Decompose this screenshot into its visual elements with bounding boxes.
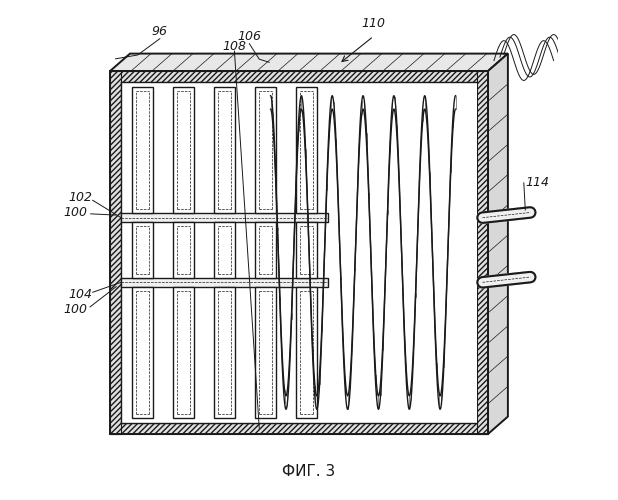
Text: 100: 100 <box>63 206 87 219</box>
Polygon shape <box>132 287 153 418</box>
Text: 106: 106 <box>237 30 261 43</box>
Text: 102: 102 <box>68 192 92 204</box>
Polygon shape <box>121 82 477 423</box>
Text: 108: 108 <box>222 40 247 52</box>
Polygon shape <box>214 287 235 418</box>
Polygon shape <box>121 278 328 287</box>
Polygon shape <box>296 87 316 213</box>
Polygon shape <box>110 71 121 434</box>
Polygon shape <box>110 54 508 71</box>
Polygon shape <box>296 287 316 418</box>
Polygon shape <box>132 222 153 278</box>
Polygon shape <box>214 87 235 213</box>
Text: 110: 110 <box>362 18 386 30</box>
Text: 96: 96 <box>152 24 168 38</box>
Polygon shape <box>477 71 488 434</box>
Polygon shape <box>214 222 235 278</box>
Polygon shape <box>110 71 488 82</box>
Text: 114: 114 <box>525 176 549 190</box>
Polygon shape <box>255 222 276 278</box>
Polygon shape <box>173 222 194 278</box>
Polygon shape <box>173 287 194 418</box>
Polygon shape <box>488 54 508 434</box>
Polygon shape <box>296 222 316 278</box>
Polygon shape <box>121 213 328 222</box>
Text: ФИГ. 3: ФИГ. 3 <box>282 464 336 479</box>
Polygon shape <box>132 87 153 213</box>
Polygon shape <box>173 87 194 213</box>
Polygon shape <box>255 87 276 213</box>
Polygon shape <box>255 287 276 418</box>
Text: 100: 100 <box>63 303 87 316</box>
Polygon shape <box>110 423 488 434</box>
Text: 104: 104 <box>68 288 92 301</box>
